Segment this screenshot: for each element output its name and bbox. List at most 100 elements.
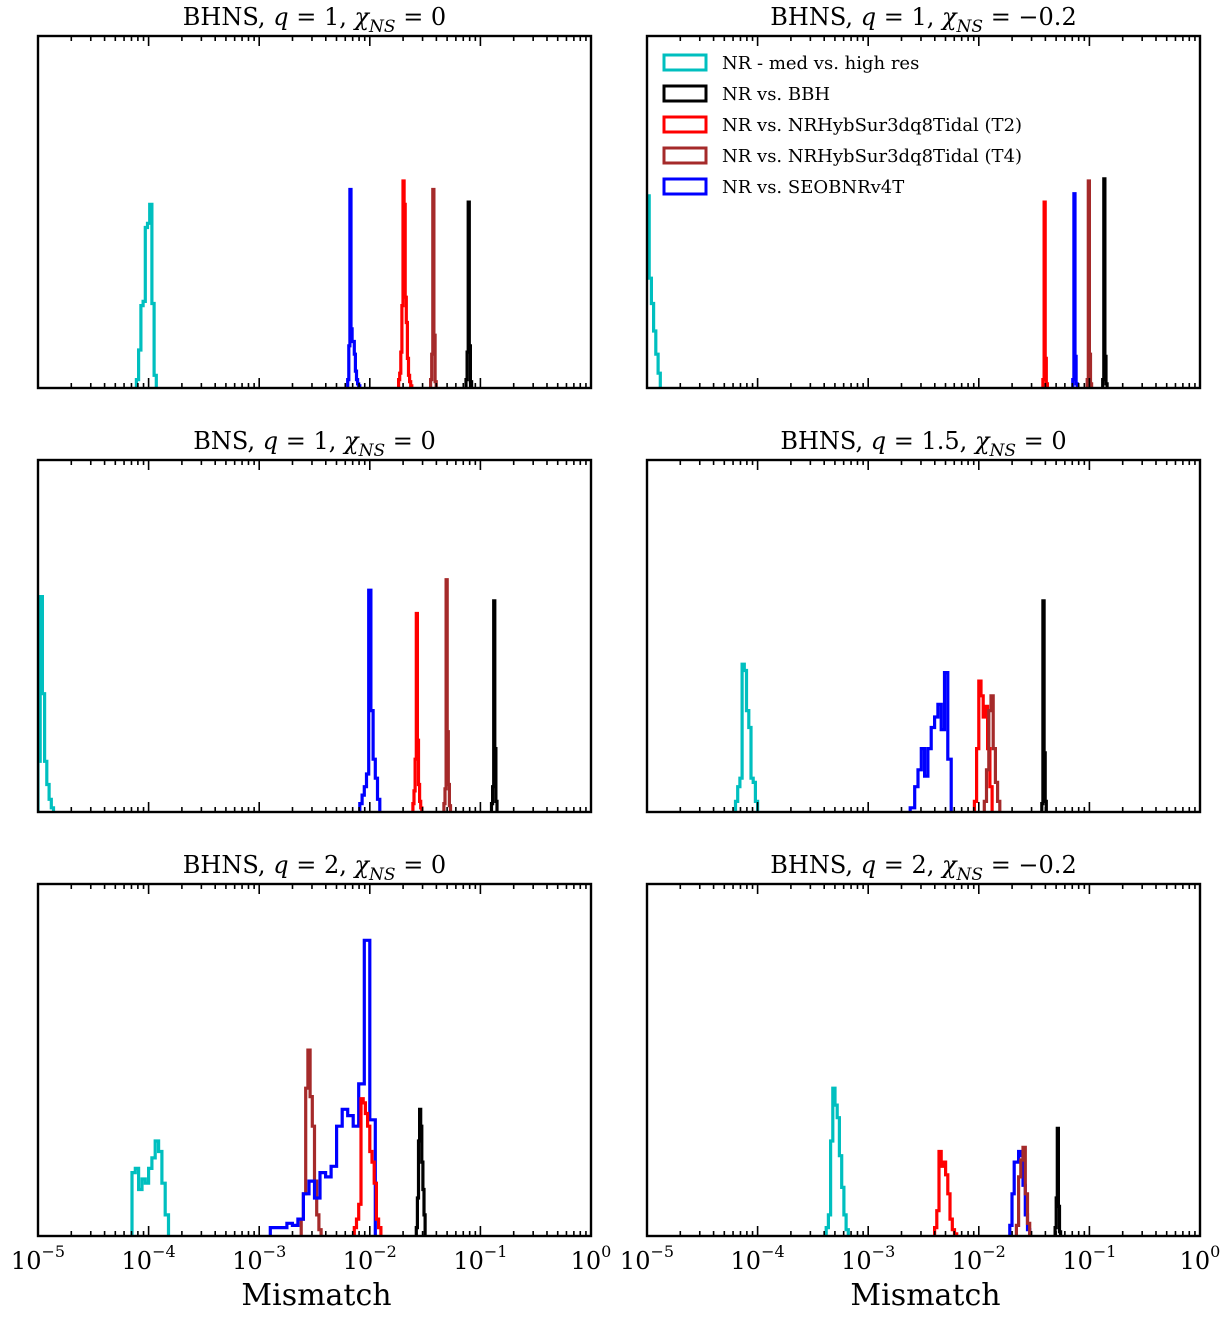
legend-swatch [662,177,708,196]
histogram-red [933,1149,959,1236]
legend-swatch [662,84,708,103]
x-ticks [70,460,587,812]
tick-exponent: 0 [601,1242,611,1261]
title-chi-symbol: χ [940,851,958,879]
histograms [38,578,499,812]
histogram-blue [1071,192,1079,388]
histograms [130,938,427,1236]
title-q-symbol: q [263,427,278,455]
title-system: BHNS, [183,3,273,31]
title-q-value: = 2, [876,851,942,879]
panel-title: BHNS, q = 2, χNS = 0 [183,851,446,885]
legend-label: NR vs. BBH [722,84,830,105]
axes-frame [645,882,1202,1238]
histogram-cyan [647,194,662,388]
legend-swatch [662,146,708,165]
title-chi-value: = 0 [396,3,447,31]
histogram-cyan [733,662,760,812]
title-chi-subscript: NS [956,865,984,885]
histogram-cyan [38,595,56,812]
histogram-black [464,200,474,388]
legend-item-black: NR vs. BBH [662,84,830,105]
histogram-red [1041,200,1049,388]
title-q-value: = 1.5, [886,427,975,455]
histogram-brown [429,187,438,388]
title-chi-value: = −0.2 [983,851,1077,879]
histogram-red [352,1097,383,1236]
panel-title: BNS, q = 1, χNS = 0 [193,427,435,461]
panel-6: BHNS, q = 2, χNS = −0.210−5 10−4 10−3 10−2 1… [620,851,1220,1313]
histogram-black [414,1107,427,1236]
title-chi-subscript: NS [368,17,396,37]
histogram-red [411,611,424,812]
tick-exponent: −3 [263,1242,287,1261]
tick-base: 10 [1180,1247,1211,1275]
tick-base: 10 [952,1247,983,1275]
x-tick-label: 10−2 [952,1242,1006,1275]
histogram-cyan [824,1086,850,1236]
title-q-symbol: q [861,851,876,879]
panel-2: BHNS, q = 1, χNS = −0.2 NR - med vs. high… [645,3,1202,390]
title-system: BHNS, [770,3,860,31]
x-tick-label: 100 [571,1242,612,1275]
tick-exponent: −3 [872,1242,896,1261]
histogram-blue [268,938,377,1236]
histogram-black [1101,177,1109,388]
tick-base: 10 [731,1247,762,1275]
legend-label: NR - med vs. high res [722,53,919,74]
tick-base: 10 [841,1247,872,1275]
title-q-value: = 2, [289,851,355,879]
tick-base: 10 [11,1247,42,1275]
tick-exponent: −5 [650,1242,674,1261]
histogram-black [1053,1126,1063,1236]
axes-frame [645,458,1202,814]
title-q-value: = 1, [289,3,355,31]
axes-frame [36,34,593,390]
title-q-symbol: q [871,427,886,455]
panel-5: BHNS, q = 2, χNS = 010−5 10−4 10−3 10−2 10−1… [11,851,611,1313]
legend-label: NR vs. NRHybSur3dq8Tidal (T2) [722,115,1022,136]
title-chi-symbol: χ [973,427,991,455]
panel-1: BHNS, q = 1, χNS = 0 [36,3,593,390]
axes-frame [645,34,1202,390]
title-chi-subscript: NS [988,441,1016,461]
histogram-cyan [134,202,158,388]
legend: NR - med vs. high res NR vs. BBH NR vs. NR… [662,53,1022,198]
tick-base: 10 [232,1247,263,1275]
tick-base: 10 [343,1247,374,1275]
histogram-black [1040,599,1048,812]
panel-title: BHNS, q = 2, χNS = −0.2 [770,851,1076,885]
histogram-brown [442,578,453,812]
title-system: BHNS, [183,851,273,879]
histograms [647,177,1109,388]
title-q-symbol: q [861,3,876,31]
tick-exponent: −1 [1093,1242,1117,1261]
tick-exponent: −1 [484,1242,508,1261]
histogram-blue [908,671,953,812]
title-system: BHNS, [780,427,870,455]
histogram-brown [982,694,1002,812]
x-tick-label: 10−4 [731,1242,785,1275]
tick-exponent: −2 [373,1242,397,1261]
title-system: BNS, [193,427,262,455]
tick-base: 10 [1062,1247,1093,1275]
tick-base: 10 [620,1247,651,1275]
histogram-cyan [130,1139,171,1236]
title-chi-value: = 0 [396,851,447,879]
title-chi-value: = −0.2 [983,3,1077,31]
title-q-value: = 1, [278,427,344,455]
title-chi-subscript: NS [358,441,386,461]
histograms [824,1086,1063,1236]
tick-base: 10 [122,1247,153,1275]
panel-title: BHNS, q = 1, χNS = −0.2 [770,3,1076,37]
x-tick-label: 10−3 [841,1242,895,1275]
panel-3: BNS, q = 1, χNS = 0 [36,427,593,814]
title-system: BHNS, [770,851,860,879]
title-q-symbol: q [273,851,288,879]
x-axis-label: Mismatch [850,1278,1000,1313]
histogram-blue [358,588,382,812]
legend-swatch [662,115,708,134]
tick-exponent: 0 [1210,1242,1220,1261]
tick-base: 10 [571,1247,602,1275]
